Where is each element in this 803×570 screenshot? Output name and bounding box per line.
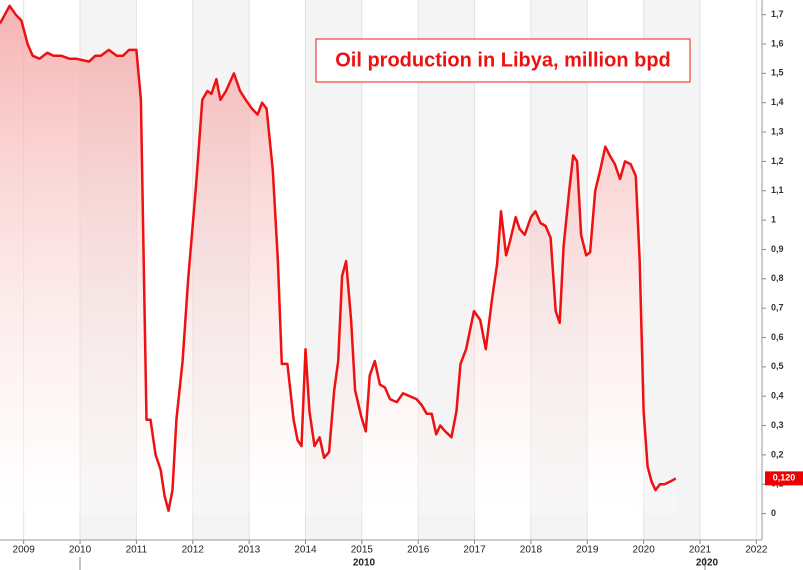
x-tick-label: 2019: [576, 545, 599, 556]
y-tick-label: 0,9: [771, 244, 784, 254]
y-tick-label: 0: [771, 508, 776, 518]
y-tick-label: 1,4: [771, 97, 784, 107]
x-tick-label: 2014: [294, 545, 317, 556]
y-tick-label: 0,7: [771, 303, 784, 313]
y-tick-label: 0,6: [771, 332, 784, 342]
y-tick-label: 0,3: [771, 420, 784, 430]
x-tick-label: 2010: [69, 545, 92, 556]
x-group-label: 2020: [696, 558, 719, 569]
last-value-box: [765, 471, 803, 486]
y-tick-label: 1: [771, 214, 776, 224]
x-tick-label: 2013: [238, 545, 261, 556]
x-tick-label: 2017: [463, 545, 486, 556]
x-tick-label: 2011: [126, 545, 148, 556]
y-tick-label: 1,5: [771, 68, 784, 78]
x-group-label: 2010: [353, 558, 376, 569]
last-value-label: 0,120: [773, 473, 796, 483]
year-band: [643, 0, 701, 540]
x-tick-label: 2009: [13, 545, 36, 556]
y-tick-label: 0,5: [771, 361, 784, 371]
x-tick-label: 2020: [633, 545, 656, 556]
area: [0, 5, 676, 514]
x-tick-label: 2021: [689, 545, 712, 556]
y-tick-label: 1,2: [771, 156, 784, 166]
x-tick-label: 2015: [351, 545, 374, 556]
x-tick-label: 2018: [520, 545, 543, 556]
chart-title: Oil production in Libya, million bpd: [335, 49, 671, 71]
x-tick-label: 2016: [407, 545, 430, 556]
y-tick-label: 1,7: [771, 9, 784, 19]
plot-area: [0, 4, 677, 514]
y-tick-label: 1,6: [771, 38, 784, 48]
y-tick-label: 1,1: [771, 185, 784, 195]
line: [0, 4, 677, 512]
x-tick-label: 2012: [182, 545, 205, 556]
x-axis-band: [0, 541, 803, 570]
y-tick-label: 0,8: [771, 273, 784, 283]
x-tick-label: 2022: [745, 545, 768, 556]
y-tick-label: 1,3: [771, 126, 784, 136]
title-box: [315, 38, 691, 83]
y-tick-label: 0,2: [771, 449, 784, 459]
y-tick-label: 0,4: [771, 391, 784, 401]
